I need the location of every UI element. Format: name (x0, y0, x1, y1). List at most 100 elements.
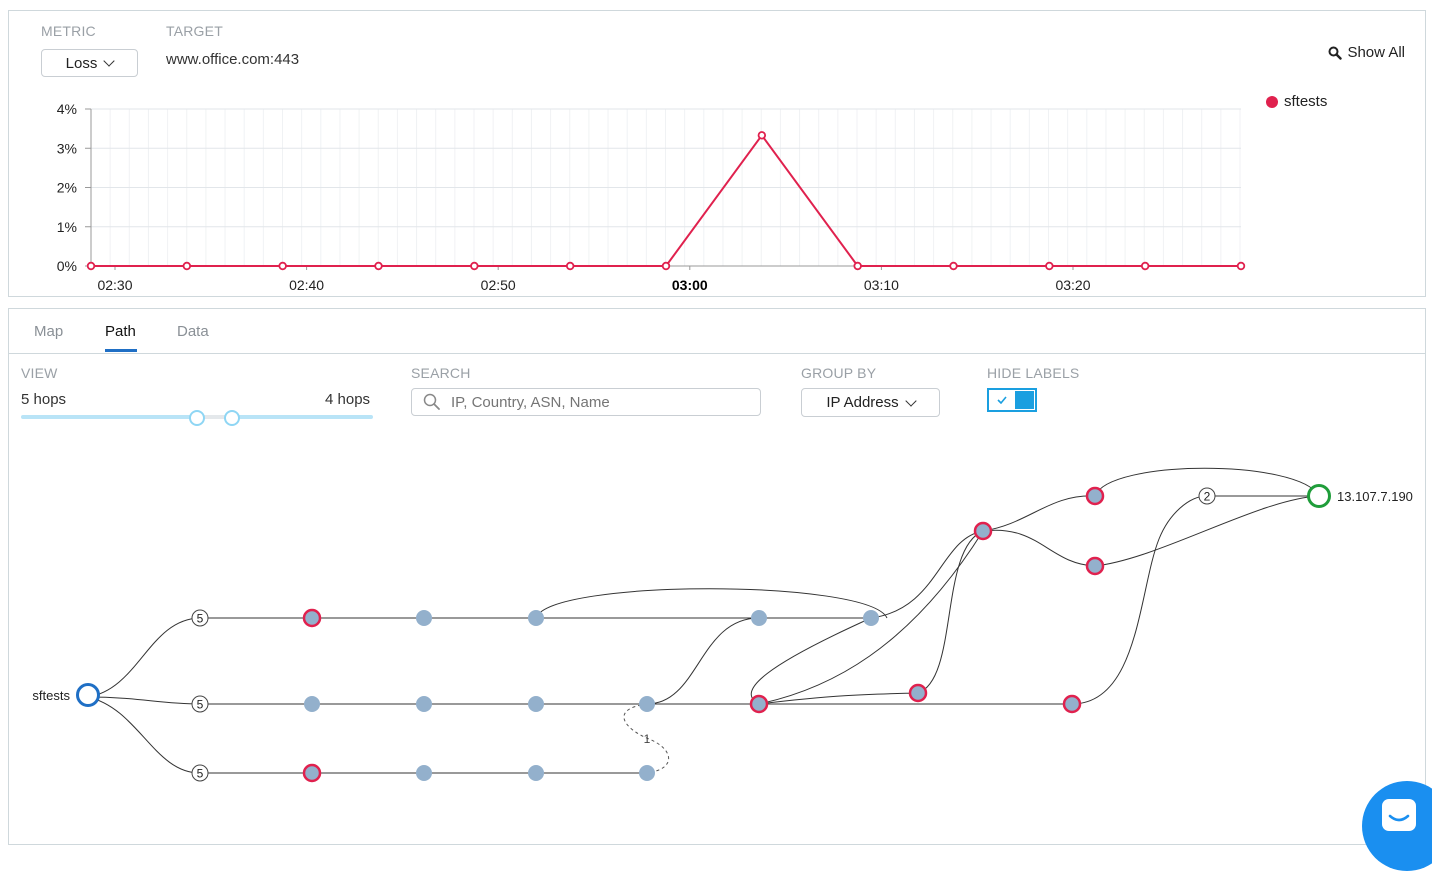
y-tick-label: 0% (57, 258, 77, 274)
path-link (1071, 495, 1208, 705)
path-link (870, 530, 984, 619)
tab-map[interactable]: Map (34, 323, 64, 340)
show-all-label: Show All (1347, 44, 1405, 61)
hop-node-loss[interactable] (908, 683, 928, 703)
path-link (1094, 495, 1320, 567)
data-point[interactable] (182, 261, 192, 271)
hop-count-badge[interactable]: 5 (191, 695, 209, 713)
data-point[interactable] (757, 131, 767, 140)
hop-count-label: 2 (1204, 490, 1211, 504)
chart-legend[interactable]: sftests (1266, 93, 1327, 110)
metric-dropdown-value: Loss (65, 54, 98, 72)
data-point[interactable] (1045, 261, 1054, 271)
hops-slider-gap (197, 415, 231, 419)
hop-node[interactable] (863, 610, 879, 626)
path-link (982, 529, 1096, 567)
metric-label: METRIC (41, 23, 96, 39)
link-label: 1 (644, 732, 651, 746)
loss-chart-panel: METRIC Loss TARGET www.office.com:443 Sh… (8, 10, 1426, 297)
data-point[interactable] (278, 261, 287, 271)
hop-node[interactable] (751, 610, 767, 626)
hop-count-badge[interactable]: 5 (191, 764, 209, 782)
path-link (87, 696, 201, 705)
target-value: www.office.com:443 (166, 51, 300, 68)
data-point[interactable] (86, 261, 96, 271)
show-all-button[interactable]: Show All (1328, 44, 1405, 61)
x-tick-label: 03:00 (672, 277, 708, 293)
hop-node[interactable] (304, 696, 320, 712)
group-by-dropdown[interactable]: IP Address (801, 388, 940, 417)
data-point[interactable] (1236, 261, 1246, 271)
hide-labels-toggle[interactable] (987, 388, 1037, 412)
hop-count-label: 5 (197, 767, 204, 781)
destination-label: 13.107.7.190 (1337, 489, 1413, 504)
path-link (87, 617, 201, 698)
y-tick-label: 3% (57, 140, 77, 156)
hop-node-loss[interactable] (973, 521, 993, 541)
data-point[interactable] (1140, 261, 1150, 271)
data-point[interactable] (853, 261, 862, 271)
y-tick-label: 4% (57, 101, 77, 117)
tab-data[interactable]: Data (177, 323, 209, 340)
hop-node[interactable] (528, 610, 544, 626)
hop-node[interactable] (528, 765, 544, 781)
hop-node-loss[interactable] (1085, 486, 1105, 506)
source-label: sftests (32, 688, 70, 703)
hop-node-loss[interactable] (1085, 556, 1105, 576)
path-link (917, 530, 984, 694)
hop-count-label: 5 (197, 612, 204, 626)
hop-count-circle (191, 764, 209, 782)
hop-count-circle (191, 695, 209, 713)
metric-dropdown[interactable]: Loss (41, 49, 138, 77)
hop-node-loss[interactable] (749, 694, 769, 714)
hop-count-label: 5 (197, 698, 204, 712)
active-tab-indicator (105, 349, 137, 352)
hop-count-badge[interactable]: 5 (191, 609, 209, 627)
group-by-value: IP Address (826, 394, 899, 411)
hop-node[interactable] (416, 765, 432, 781)
path-graph: 1 5 5 5 2 sftests 13.107.7.190 (32, 467, 1413, 783)
hop-count-badge[interactable]: 2 (1198, 487, 1216, 505)
hops-slider-handle-right[interactable] (224, 410, 240, 426)
path-link (982, 495, 1096, 532)
hop-node-loss[interactable] (302, 763, 322, 783)
hops-slider-handle-left[interactable] (189, 410, 205, 426)
data-point[interactable] (470, 261, 479, 271)
legend-series-label: sftests (1284, 93, 1328, 110)
y-tick-label: 2% (57, 180, 77, 196)
path-link (1094, 467, 1320, 497)
path-link (758, 692, 919, 705)
hop-node[interactable] (416, 610, 432, 626)
search-icon (423, 393, 440, 410)
target-label: TARGET (166, 23, 223, 39)
hop-node-loss[interactable] (1062, 694, 1082, 714)
path-link (535, 588, 888, 619)
source-node[interactable] (76, 683, 100, 707)
search-icon (1328, 46, 1343, 60)
hop-node[interactable] (639, 696, 655, 712)
hop-count-circle (191, 609, 209, 627)
destination-node[interactable] (1307, 484, 1331, 508)
path-panel: Map Path Data VIEW 5 hops 4 hops SEARCH … (8, 308, 1426, 845)
hop-node[interactable] (639, 765, 655, 781)
legend-dot-icon (1266, 95, 1278, 108)
hop-node-loss[interactable] (302, 608, 322, 628)
search-box[interactable] (411, 388, 761, 416)
data-point[interactable] (949, 261, 958, 271)
hop-node[interactable] (416, 696, 432, 712)
data-point[interactable] (374, 261, 383, 271)
y-tick-label: 1% (57, 219, 77, 235)
search-label: SEARCH (411, 365, 471, 381)
search-input[interactable] (449, 392, 743, 412)
view-to-hops: 4 hops (325, 391, 371, 408)
x-tick-label: 02:40 (289, 277, 324, 293)
check-icon (997, 396, 1007, 404)
path-links (87, 467, 1320, 774)
data-point[interactable] (661, 261, 671, 271)
data-point[interactable] (565, 261, 575, 271)
group-by-label: GROUP BY (801, 365, 877, 381)
tab-path[interactable]: Path (105, 323, 136, 340)
hop-node[interactable] (528, 696, 544, 712)
path-link (750, 617, 872, 705)
view-from-hops: 5 hops (21, 391, 67, 408)
